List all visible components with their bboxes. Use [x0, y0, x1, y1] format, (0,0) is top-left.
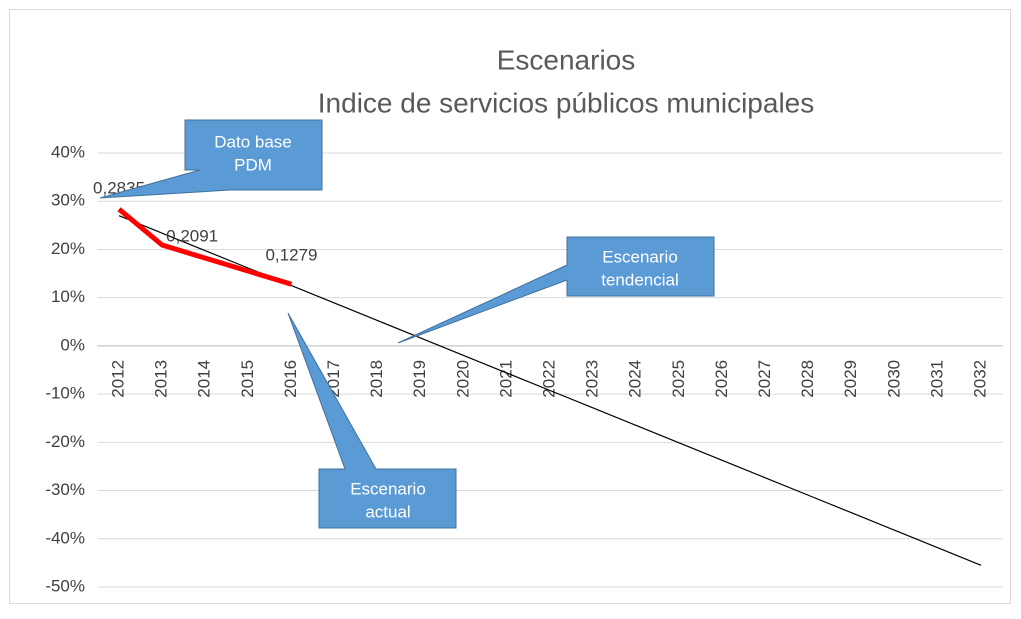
y-tick-label: -30% [45, 480, 85, 499]
x-tick-label: 2025 [669, 360, 688, 398]
y-tick-label: -10% [45, 384, 85, 403]
series-line [117, 207, 293, 287]
x-tick-label: 2020 [453, 360, 472, 398]
x-tick-label: 2031 [927, 360, 946, 398]
chart-subtitle: Indice de servicios públicos municipales [318, 87, 814, 118]
x-tick-label: 2016 [281, 360, 300, 398]
annotation: Escenario [350, 479, 426, 498]
callout [397, 236, 715, 344]
annotation: PDM [234, 155, 272, 174]
annotation: Escenario [602, 247, 678, 266]
x-tick-label: 2029 [841, 360, 860, 398]
x-tick-label: 2032 [971, 360, 990, 398]
x-tick-label: 2028 [798, 360, 817, 398]
y-tick-label: 20% [51, 239, 85, 258]
x-tick-label: 2015 [238, 360, 257, 398]
x-tick-label: 2019 [410, 360, 429, 398]
x-tick-label: 2021 [496, 360, 515, 398]
x-tick-label: 2018 [367, 360, 386, 398]
callout [99, 119, 323, 199]
y-tick-label: 30% [51, 191, 85, 210]
x-tick-label: 2013 [152, 360, 171, 398]
annotation: Dato base [214, 132, 292, 151]
x-tick-label: 2030 [884, 360, 903, 398]
annotation: tendencial [601, 270, 679, 289]
y-tick-label: 0% [60, 335, 85, 354]
x-tick-label: 2027 [755, 360, 774, 398]
y-tick-label: -40% [45, 528, 85, 547]
x-tick-label: 2014 [195, 360, 214, 398]
annotation: actual [365, 502, 410, 521]
x-tick-label: 2012 [109, 360, 128, 398]
y-tick-label: -50% [45, 576, 85, 595]
callout [287, 312, 457, 529]
data-label: 0,1279 [265, 246, 317, 265]
y-tick-label: -20% [45, 432, 85, 451]
y-tick-label: 40% [51, 142, 85, 161]
x-tick-label: 2023 [583, 360, 602, 398]
x-tick-label: 2024 [626, 360, 645, 398]
x-tick-label: 2026 [712, 360, 731, 398]
x-tick-label: 2022 [540, 360, 559, 398]
chart-title: Escenarios [497, 44, 636, 75]
y-tick-label: 10% [51, 287, 85, 306]
data-label: 0,2091 [166, 227, 218, 246]
chart-frame [9, 9, 1011, 604]
